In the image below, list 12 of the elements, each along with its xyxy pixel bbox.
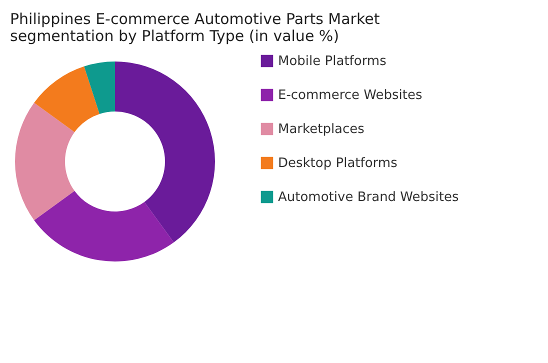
legend-label: Marketplaces	[278, 122, 365, 137]
legend-label: Mobile Platforms	[278, 54, 387, 69]
legend-label: Desktop Platforms	[278, 156, 398, 171]
text: Philippines E-commerce Automotive Parts Market	[10, 10, 380, 28]
donut-slice	[115, 62, 215, 242]
donut-slice	[34, 190, 174, 262]
legend-label: E-commerce Websites	[278, 88, 422, 103]
donut-slice	[84, 62, 115, 114]
donut-slice	[34, 66, 100, 132]
donut-slice	[15, 102, 75, 220]
legend-label: Automotive Brand Websites	[278, 190, 460, 205]
text: segmentation by Platform Type (in value %)	[10, 27, 340, 45]
